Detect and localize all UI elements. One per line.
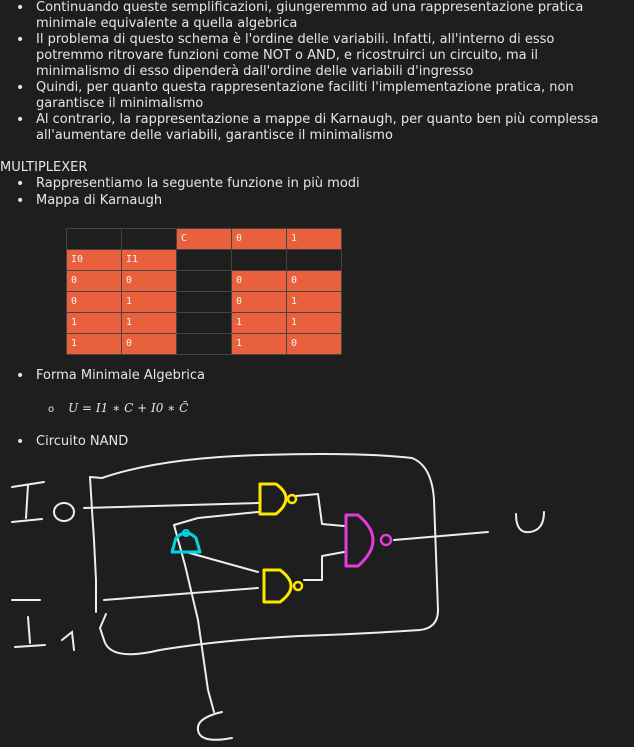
wire-top-gate-out: [295, 493, 345, 527]
nand-gate-top: [258, 482, 298, 516]
algebraic-formula: o U = I1 ∗ C + I0 ∗ C̄: [48, 400, 188, 418]
kmap-row: 1 0 1 0: [66, 333, 342, 355]
nand-bullet: Circuito NAND: [0, 434, 634, 450]
kmap-cell: [176, 291, 232, 313]
kmap-cell: 1: [121, 312, 177, 334]
label-u-stroke: [515, 511, 545, 534]
kmap-cell: 1: [231, 312, 287, 334]
kmap-cell: [66, 228, 122, 250]
kmap-cell: 0: [286, 333, 342, 355]
formula-ring-bullet: o: [48, 404, 55, 415]
kmap-cell: I0: [66, 249, 122, 271]
kmap-cell: 0: [121, 270, 177, 292]
kmap-row: I0 I1: [66, 249, 342, 271]
label-i0-stroke: [11, 518, 43, 523]
kmap-cell: 0: [231, 291, 287, 313]
kmap-cell: [176, 333, 232, 355]
intro-bullet-1: Continuando queste semplificazioni, giun…: [0, 0, 634, 32]
kmap-cell: C: [176, 228, 232, 250]
kmap-cell: [176, 249, 232, 271]
kmap-cell: 1: [66, 312, 122, 334]
wire-output: [393, 531, 489, 541]
kmap-cell: [286, 249, 342, 271]
kmap-cell: 0: [121, 333, 177, 355]
kmap-cell: [176, 312, 232, 334]
kmap-cell: I1: [121, 249, 177, 271]
forma-bullet: Forma Minimale Algebrica: [0, 368, 634, 384]
kmap-cell: 0: [231, 270, 287, 292]
kmap-cell: 1: [121, 291, 177, 313]
wire-c-to-top: [173, 511, 259, 526]
intro-bullet-4: Al contrario, la rappresentazione a mapp…: [0, 112, 634, 144]
kmap-cell: 0: [286, 270, 342, 292]
label-i1-stroke: [27, 616, 31, 644]
label-i0-zero: [53, 502, 75, 522]
wire-i1: [103, 587, 259, 601]
karnaugh-map-table: C 0 1 I0 I1 0 0 0 0 0 1 0 1 1 1 1 1 1 0 …: [66, 228, 342, 355]
kmap-cell: 0: [66, 291, 122, 313]
kmap-cell: [231, 249, 287, 271]
kmap-cell: 1: [231, 333, 287, 355]
section-title: MULTIPLEXER: [0, 160, 88, 175]
intro-bullet-2: Il problema di questo schema è l'ordine …: [0, 32, 634, 80]
label-c-stroke: [196, 711, 233, 741]
nand-circuit-sketch: [11, 453, 545, 741]
wire-i1-tail: [99, 613, 107, 629]
nand-gate-inverter: [170, 529, 202, 554]
kmap-cell: 0: [231, 228, 287, 250]
kmap-row: 0 0 0 0: [66, 270, 342, 292]
wire-not-to-bottom: [185, 551, 259, 573]
wire-outer-loop: [89, 453, 439, 656]
wire-i0: [83, 502, 259, 509]
label-i1-stroke: [14, 644, 46, 648]
formula-text: U = I1 ∗ C + I0 ∗ C̄: [68, 401, 189, 415]
label-i1-one: [61, 630, 75, 651]
mux-bullet-1: Rappresentiamo la seguente funzione in p…: [0, 176, 634, 192]
wire-left-bus: [89, 476, 97, 613]
kmap-cell: 1: [66, 333, 122, 355]
kmap-cell: 1: [286, 312, 342, 334]
kmap-row: 1 1 1 1: [66, 312, 342, 334]
kmap-cell: 0: [66, 270, 122, 292]
kmap-header-row: C 0 1: [66, 228, 342, 250]
kmap-cell: 1: [286, 291, 342, 313]
forma-label: Forma Minimale Algebrica: [0, 368, 634, 384]
label-i0-stroke: [25, 484, 29, 519]
intro-bullet-3: Quindi, per quanto questa rappresentazio…: [0, 80, 634, 112]
kmap-cell: 1: [286, 228, 342, 250]
mux-bullet-2: Mappa di Karnaugh: [0, 193, 634, 209]
kmap-cell: [121, 228, 177, 250]
kmap-row: 0 1 0 1: [66, 291, 342, 313]
nand-label: Circuito NAND: [0, 434, 634, 450]
kmap-cell: [176, 270, 232, 292]
nand-gate-bottom: [262, 568, 304, 604]
mux-bullet-list: Rappresentiamo la seguente funzione in p…: [0, 176, 634, 209]
nand-gate-output: [344, 513, 393, 568]
wire-bottom-gate-out: [303, 551, 345, 581]
